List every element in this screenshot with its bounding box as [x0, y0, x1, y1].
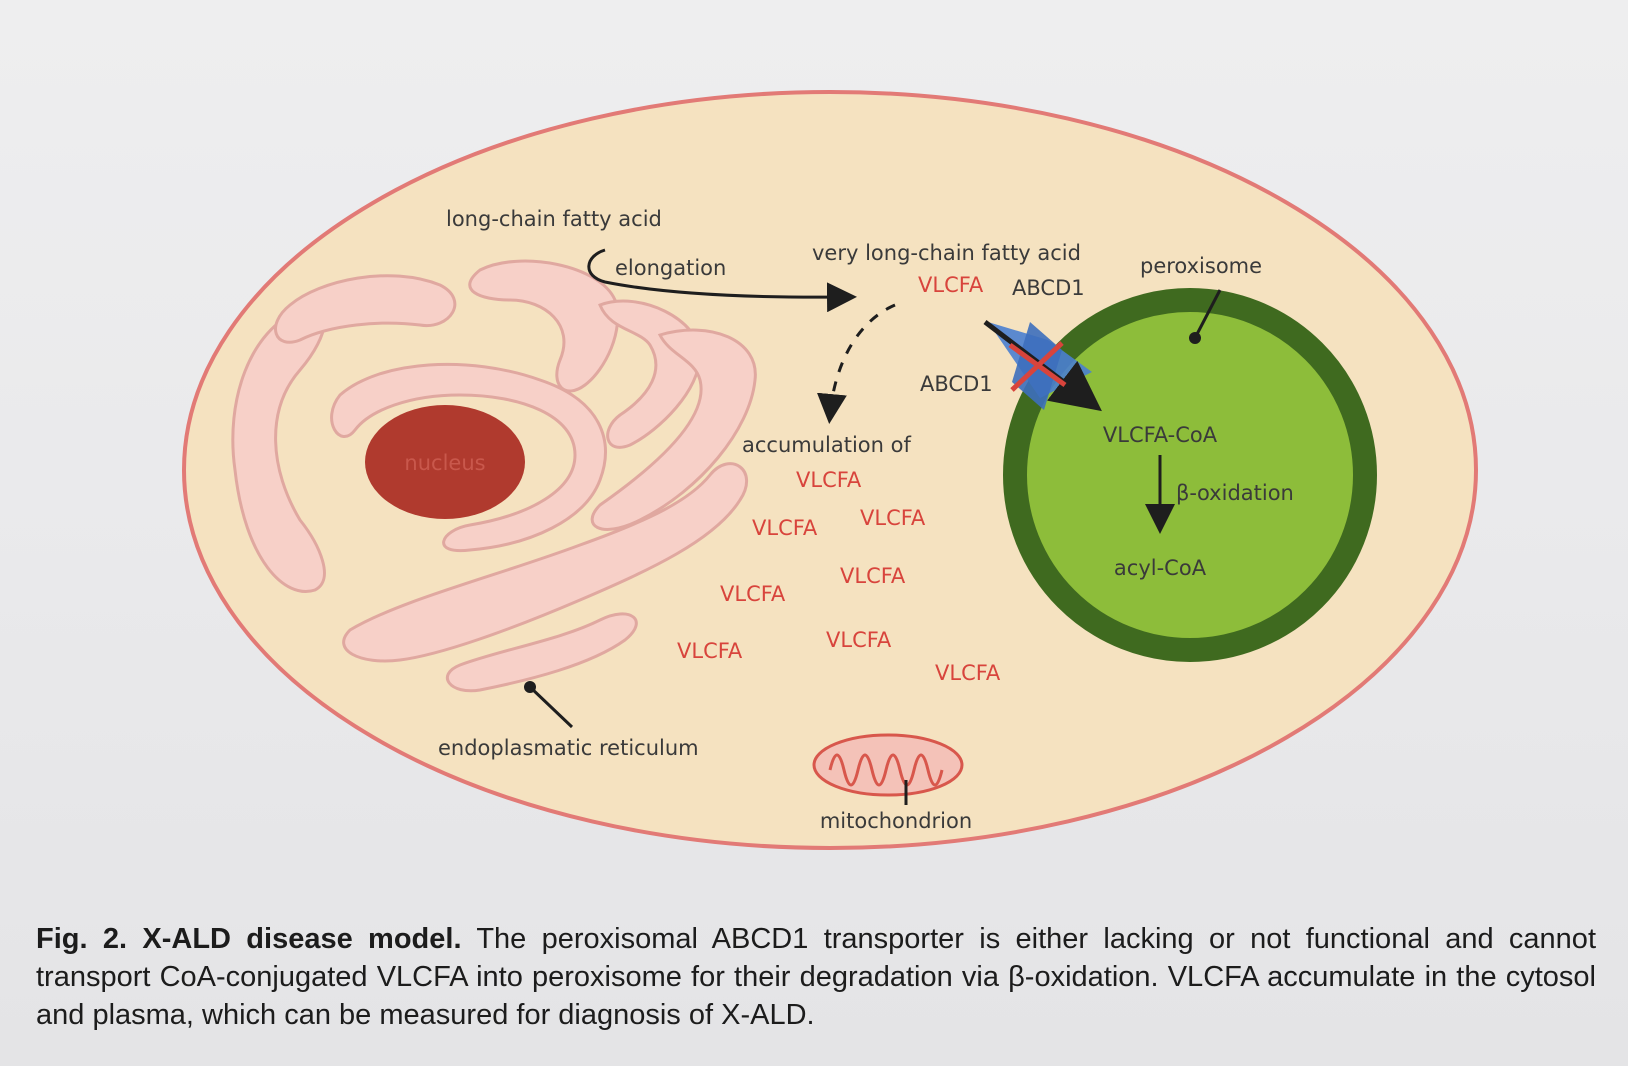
caption-title: Fig. 2. X-ALD disease model.	[36, 923, 462, 955]
endoplasmic-reticulum	[231, 259, 757, 693]
vlcfa-scatter: VLCFA	[752, 516, 818, 540]
long-chain-label: long-chain fatty acid	[446, 207, 662, 231]
vlcfa-scatter: VLCFA	[826, 628, 892, 652]
vlcfa-scatter: VLCFA	[860, 506, 926, 530]
mitochondrion	[812, 733, 964, 805]
elongation-label: elongation	[615, 256, 726, 280]
caption-body: The peroxisomal ABCD1 transporter is eit…	[36, 923, 1596, 1031]
vlcfa-scatter: VLCFA	[796, 468, 862, 492]
abcd1-left-label: ABCD1	[920, 372, 993, 396]
vlcfa-scatter: VLCFA	[840, 564, 906, 588]
accumulation-label: accumulation of	[742, 433, 911, 457]
acyl-coa-label: acyl-CoA	[1114, 556, 1207, 580]
mitochondrion-label: mitochondrion	[820, 809, 972, 833]
vlcfa-scatter: VLCFA	[677, 639, 743, 663]
figure-caption: Fig. 2. X-ALD disease model. The peroxis…	[36, 920, 1596, 1034]
peroxisome	[1003, 288, 1377, 662]
very-long-chain-label: very long-chain fatty acid	[812, 241, 1081, 265]
vlcfa-top-label: VLCFA	[918, 273, 984, 297]
abcd1-transporter	[983, 320, 1102, 412]
vlcfa-coa-label: VLCFA-CoA	[1103, 423, 1218, 447]
vlcfa-scatter: VLCFA	[720, 582, 786, 606]
abcd1-top-label: ABCD1	[1012, 276, 1085, 300]
elongation-arrow	[587, 248, 857, 313]
nucleus	[365, 405, 525, 519]
accumulation-arrow	[816, 303, 896, 424]
peroxisome-label: peroxisome	[1140, 254, 1262, 278]
er-label: endoplasmatic reticulum	[438, 736, 699, 760]
beta-oxidation-label: β-oxidation	[1176, 481, 1294, 505]
nucleus-label: nucleus	[404, 451, 485, 475]
vlcfa-scatter: VLCFA	[935, 661, 1001, 685]
